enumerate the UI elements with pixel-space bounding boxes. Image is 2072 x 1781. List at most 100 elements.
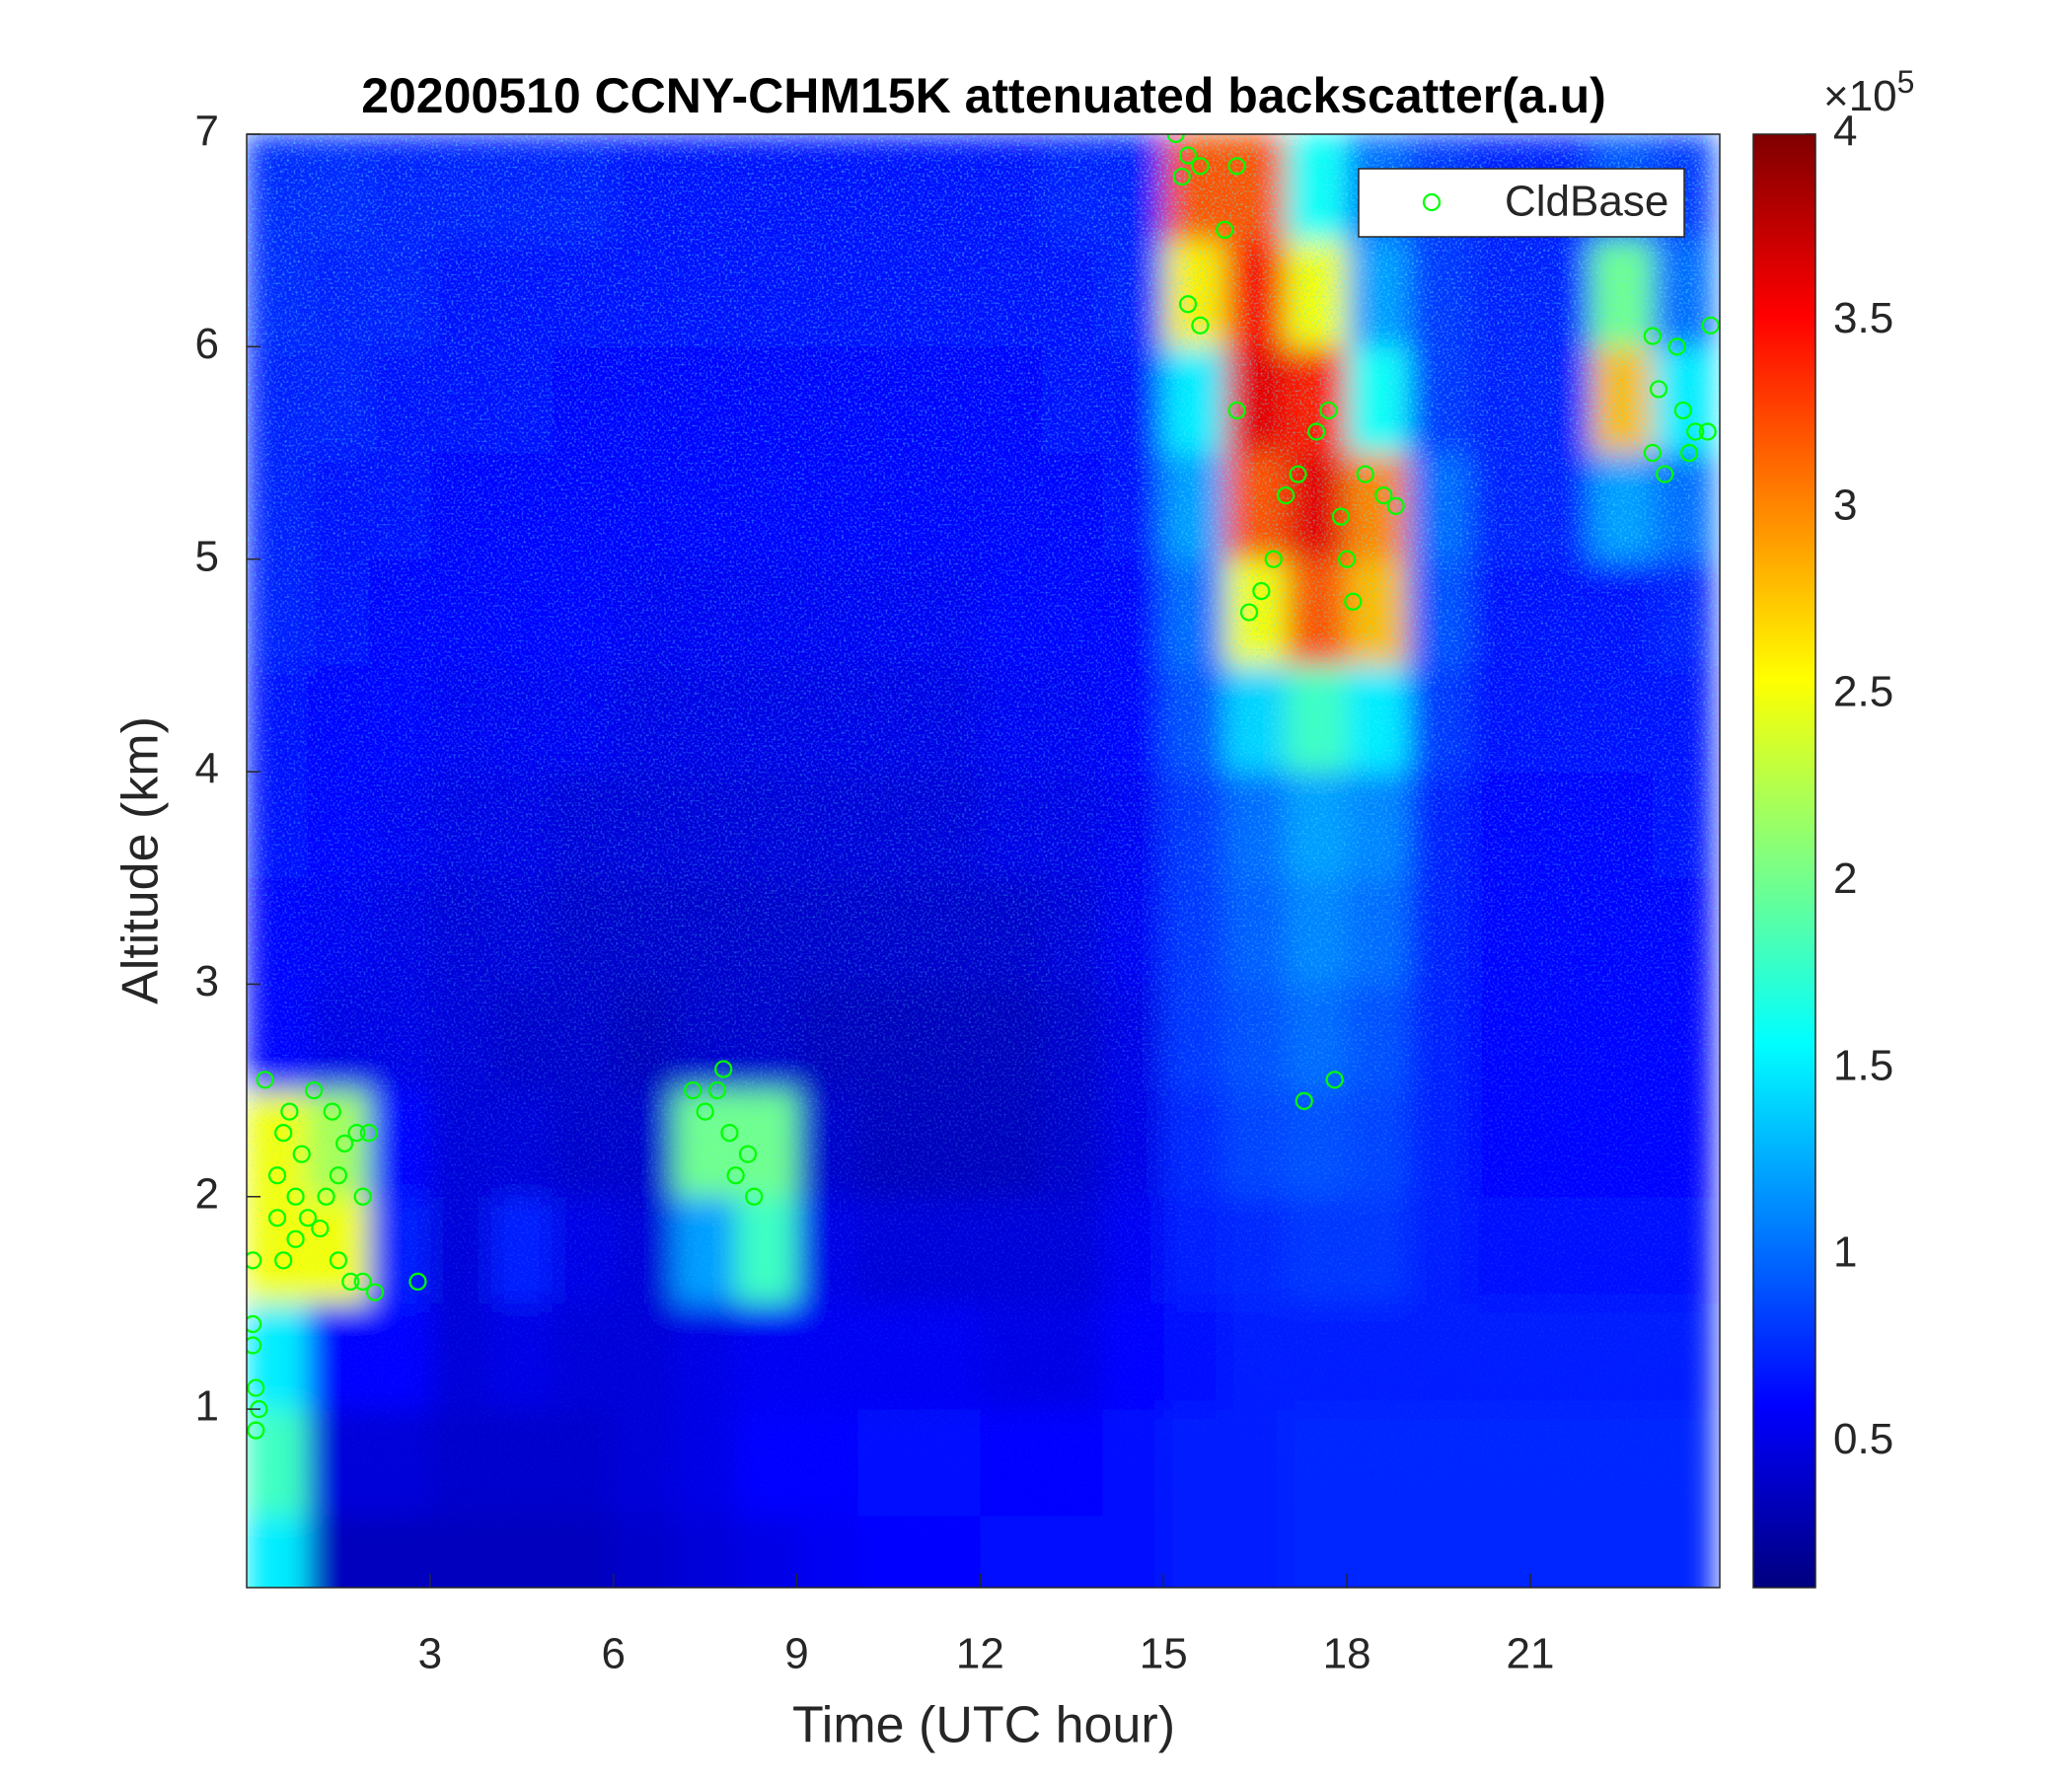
colorbar-tick-label: 2.5	[1833, 668, 1893, 716]
cloud-base-point	[1667, 337, 1686, 356]
cloud-base-point	[323, 1102, 341, 1121]
cloud-base-point	[286, 1229, 305, 1248]
y-axis-label: Altitude (km)	[112, 716, 170, 1004]
cloud-base-point	[1239, 603, 1259, 622]
cloud-base-point	[707, 1080, 727, 1100]
cloud-base-point	[1649, 380, 1668, 399]
colorbar-tick-label: 2	[1833, 854, 1857, 903]
x-tick-label: 12	[956, 1630, 1004, 1678]
plot-frame	[246, 133, 1721, 1589]
cloud-base-point	[267, 1166, 287, 1185]
legend-marker	[1422, 192, 1442, 212]
cloud-base-point	[286, 1187, 305, 1206]
x-tick-label: 21	[1506, 1630, 1554, 1678]
cloud-base-point	[1679, 443, 1699, 463]
cloud-base-point	[1643, 443, 1662, 463]
x-tick-label: 15	[1140, 1630, 1188, 1678]
cloud-base-point	[280, 1102, 299, 1121]
cloud-base-point	[335, 1134, 354, 1153]
colorbar-tick-label: 1.5	[1833, 1041, 1893, 1089]
cloud-base-point	[1277, 485, 1295, 505]
cloud-base-point	[1172, 167, 1191, 186]
cloud-base-point	[745, 1187, 764, 1206]
cloud-base-point	[1191, 316, 1210, 334]
x-tick-label: 9	[784, 1630, 808, 1678]
noise-texture	[247, 134, 1720, 1588]
cloud-base-point	[1191, 157, 1210, 176]
x-tick-label: 6	[601, 1630, 625, 1678]
cloud-base-point	[1701, 316, 1720, 334]
cloud-base-point	[359, 1124, 379, 1143]
colorbar-tick-label: 1	[1833, 1228, 1857, 1277]
cloud-base-point	[247, 1378, 265, 1397]
colorbar	[1752, 133, 1816, 1589]
y-tick-label: 1	[195, 1382, 219, 1431]
cloud-base-point	[256, 1071, 274, 1089]
cloud-base-point	[341, 1272, 360, 1291]
cloud-base-point	[1344, 592, 1363, 611]
cloud-base-point	[1178, 146, 1198, 165]
cloud-base-point	[1289, 465, 1307, 483]
cloud-base-point	[1252, 581, 1271, 601]
cloud-base-point	[317, 1187, 335, 1206]
cloud-base-point	[1656, 465, 1674, 483]
cloud-base-point	[1686, 422, 1705, 441]
cloud-base-point	[1356, 465, 1374, 483]
cloud-base-point	[1227, 157, 1246, 176]
cloud-base-point	[329, 1251, 348, 1270]
cloud-base-point	[1673, 401, 1692, 420]
cloud-base-point	[1331, 507, 1351, 526]
colorbar-tick-label: 4	[1833, 108, 1857, 156]
cloud-base-point	[1264, 550, 1283, 568]
y-tick-label: 5	[195, 532, 219, 580]
cloud-base-point	[247, 1336, 262, 1355]
cloud-base-point	[1698, 422, 1717, 441]
cloud-base-point	[1295, 1091, 1313, 1110]
cloud-base-point	[311, 1219, 330, 1238]
colorbar-tick-label: 3.5	[1833, 294, 1893, 342]
heatmap	[247, 134, 1720, 1588]
x-axis-label: Time (UTC hour)	[792, 1697, 1175, 1754]
cloud-base-point	[1319, 401, 1338, 420]
cloud-base-point	[247, 1314, 262, 1334]
y-tick-label: 2	[195, 1169, 219, 1218]
x-tick-label: 18	[1323, 1630, 1371, 1678]
cloud-base-point	[1227, 401, 1246, 420]
colorbar-exponent-base: ×10	[1823, 72, 1897, 120]
cloud-base-point	[720, 1124, 739, 1143]
cloud-base-point	[298, 1209, 318, 1227]
cloud-base-point	[329, 1166, 348, 1185]
colorbar-exponent-power: 5	[1897, 64, 1915, 100]
cloud-base-point	[267, 1209, 287, 1227]
cloud-base-point	[292, 1145, 311, 1163]
cloud-base-point	[1386, 496, 1405, 515]
cloud-base-point	[1178, 295, 1198, 314]
cloud-base-point	[305, 1080, 324, 1100]
colorbar-tick-label: 0.5	[1833, 1415, 1893, 1463]
cloud-base-point	[247, 1251, 262, 1270]
cloud-base-point	[247, 1421, 265, 1440]
cloud-base-point	[684, 1080, 703, 1100]
cloud-base-point	[714, 1060, 733, 1078]
y-tick-label: 6	[195, 320, 219, 368]
legend-box	[1358, 168, 1685, 238]
y-tick-label: 3	[195, 957, 219, 1005]
cloud-base-point	[353, 1272, 372, 1291]
cloud-base-point	[408, 1272, 427, 1291]
cloud-base-point	[1166, 134, 1185, 144]
cloud-base-point	[726, 1166, 745, 1185]
cloud-base-point	[1307, 422, 1326, 441]
cloud-base-point	[365, 1283, 385, 1301]
cloud-base-point	[1374, 485, 1393, 505]
y-tick-label: 7	[195, 108, 219, 156]
cloud-base-point	[353, 1187, 372, 1206]
cloud-base-point	[347, 1124, 366, 1143]
colorbar-tick-label: 3	[1833, 481, 1857, 529]
cloud-base-point	[274, 1251, 293, 1270]
legend-label: CldBase	[1505, 178, 1668, 226]
cloud-base-point	[696, 1102, 714, 1121]
cloud-base-point	[738, 1145, 758, 1163]
cloud-base-point	[1325, 1071, 1344, 1089]
